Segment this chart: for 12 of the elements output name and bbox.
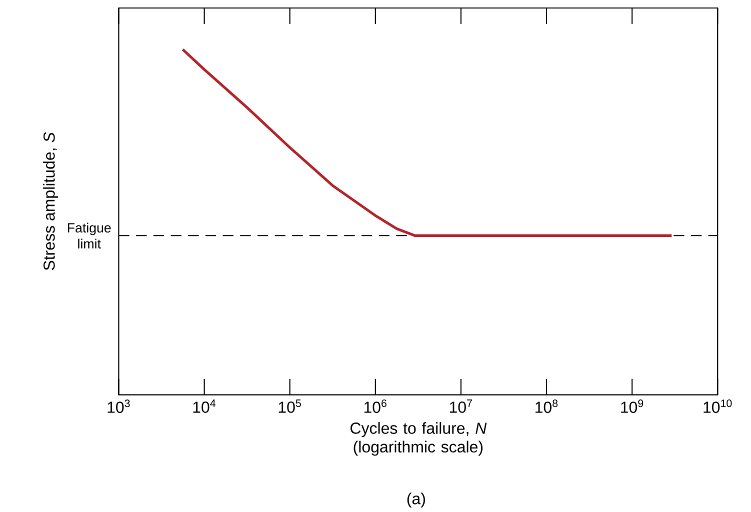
x-axis-title: Cycles to failure, N (logarithmic scale)	[350, 422, 487, 456]
x-tick-label: 10$^{6}$	[364, 399, 386, 413]
x-tick-label: 10$^{10}$	[704, 399, 732, 413]
y-axis-title: Stress amplitude, S	[43, 132, 58, 270]
text: (a)	[407, 492, 425, 508]
x-tick-label: 10$^{9}$	[621, 399, 644, 413]
x-tick-label: 10$^{7}$	[450, 399, 472, 413]
ref-line-label: Fatigue limit	[68, 222, 111, 248]
x-tick-label: 10$^{3}$	[108, 399, 130, 413]
x-tick-label: 10$^{8}$	[536, 399, 558, 413]
x-tick-label: 10$^{5}$	[278, 399, 301, 413]
x-tick-label: 10$^{4}$	[193, 399, 216, 413]
